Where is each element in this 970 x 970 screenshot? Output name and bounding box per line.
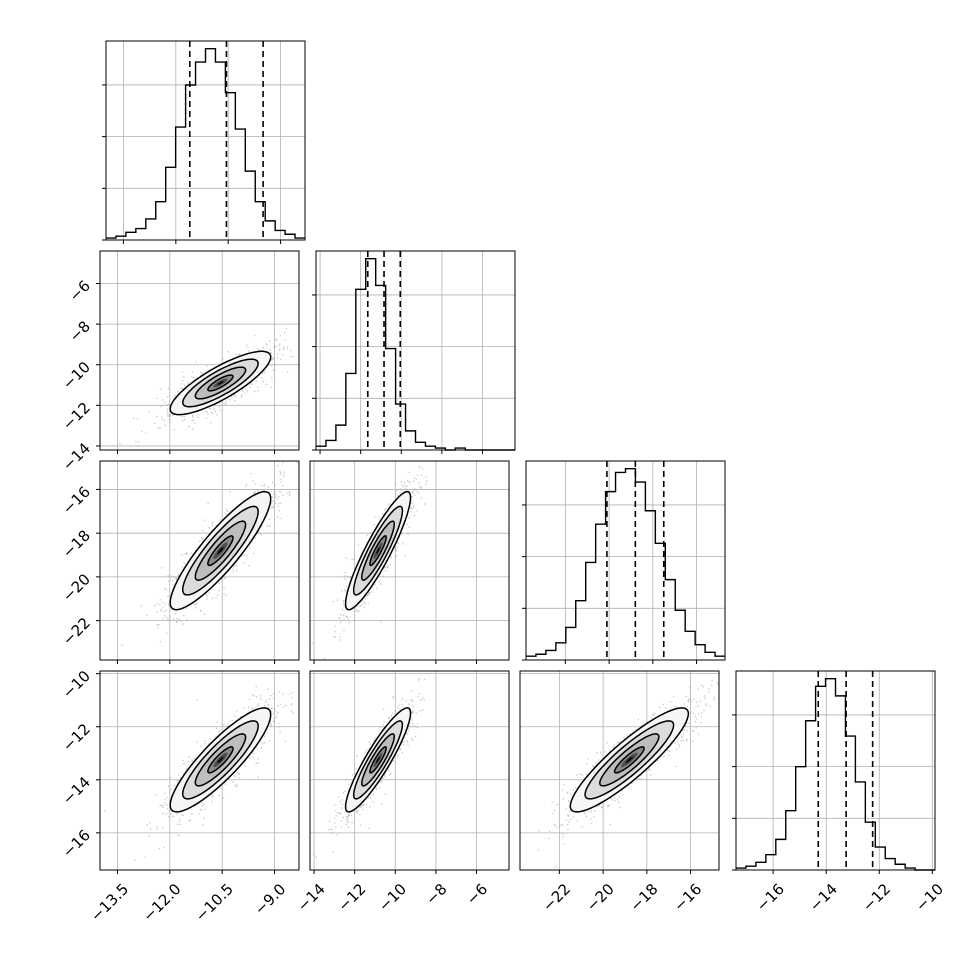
panel-content	[520, 671, 719, 870]
y-tick-label: −6	[66, 277, 94, 305]
y-tick-label: −16	[59, 826, 94, 861]
density-region	[217, 756, 224, 763]
y-tick-label: −18	[59, 526, 94, 561]
contour-line	[352, 505, 404, 596]
panel-frame	[309, 460, 510, 661]
y-tick-label: −16	[59, 483, 94, 518]
histogram-panel-2	[312, 250, 516, 454]
y-tick-label: −20	[59, 570, 94, 605]
scatter-panel-3-2	[309, 460, 510, 664]
contour-line	[194, 366, 247, 400]
histogram-line	[106, 47, 305, 239]
scatter-panel-4-1: −16 −14 −12 −10	[59, 667, 300, 874]
y-tick-label: −14	[59, 439, 94, 474]
contour-line	[207, 374, 234, 392]
scatter-panel-2-1: −14 −12 −10 −8 −6	[59, 250, 300, 474]
contour-line	[369, 535, 387, 567]
contour-line	[181, 505, 259, 596]
scatter-panel-3-1: −22 −20 −18 −16	[59, 460, 300, 664]
contour-line	[569, 707, 690, 813]
contour-line	[584, 720, 675, 800]
histogram-grid	[106, 41, 305, 240]
panel-frame	[519, 670, 720, 871]
x-tick-label: −12	[334, 880, 369, 915]
histogram-line	[316, 257, 515, 451]
panel-frame	[735, 670, 936, 871]
contour-line	[361, 733, 396, 787]
density-region	[217, 547, 224, 555]
panel-frame	[99, 460, 300, 661]
x-tick-label: −12	[859, 880, 894, 915]
x-tick-label: −10	[912, 880, 947, 915]
x-tick-label: −10.5	[192, 880, 237, 925]
contour-line	[613, 746, 645, 774]
scatter-panel-4-3	[519, 670, 720, 874]
scatter-panel-4-2	[309, 670, 510, 874]
y-tick-label: −12	[59, 720, 94, 755]
contour-line	[207, 535, 234, 567]
y-tick-label: −8	[66, 317, 94, 345]
panel-frame	[105, 40, 306, 241]
contour-line	[194, 733, 247, 787]
contour-line	[344, 490, 412, 611]
contour-line	[169, 350, 272, 416]
contour-line	[182, 358, 259, 408]
contour-line	[361, 520, 396, 581]
histogram-line	[526, 467, 725, 657]
x-tick-label: −16	[753, 880, 788, 915]
x-tick-label: −22	[539, 880, 574, 915]
x-tick-label: −20	[583, 880, 618, 915]
contour-line	[599, 733, 660, 787]
panel-frame	[99, 670, 300, 871]
contour-line	[207, 746, 234, 774]
histogram-grid	[736, 671, 935, 870]
x-tick-label: −6	[463, 880, 491, 908]
y-tick-label: −10	[59, 358, 94, 393]
histogram-panel-1	[102, 40, 306, 244]
x-tick-label: −16	[670, 880, 705, 915]
x-tick-label: −9.0	[251, 880, 289, 918]
panel-frame	[315, 250, 516, 451]
panel-content	[100, 671, 299, 870]
y-tick-label: −22	[59, 614, 94, 649]
y-tick-label: −12	[59, 399, 94, 434]
panel-frame	[525, 460, 726, 661]
x-tick-label: −13.5	[87, 880, 132, 925]
contour-line	[344, 707, 412, 813]
histogram-panel-3	[522, 460, 726, 664]
panel-content	[310, 671, 509, 870]
contour-line	[194, 520, 247, 581]
panel-frame	[309, 670, 510, 871]
x-tick-label: −14	[294, 880, 329, 915]
histogram-grid	[316, 251, 515, 450]
contour-line	[181, 720, 259, 800]
x-tick-label: −8	[422, 880, 450, 908]
x-tick-label: −18	[626, 880, 661, 915]
density-region	[376, 756, 380, 763]
histogram-panel-4	[732, 670, 936, 874]
histogram-grid	[526, 461, 725, 660]
y-tick-label: −10	[59, 667, 94, 702]
x-tick-label: −14	[806, 880, 841, 915]
panel-content	[100, 461, 299, 660]
x-tick-label: −12.0	[139, 880, 184, 925]
density-region	[625, 756, 633, 763]
panel-content	[100, 251, 299, 450]
contour-line	[352, 720, 404, 800]
contour-line	[369, 746, 387, 774]
y-tick-label: −14	[59, 773, 94, 808]
histogram-line	[736, 677, 935, 871]
contour-line	[169, 490, 272, 611]
density-region	[217, 381, 224, 385]
density-region	[376, 547, 380, 555]
x-tick-label: −10	[375, 880, 410, 915]
panel-frame	[99, 250, 300, 451]
contour-line	[169, 707, 272, 813]
panel-content	[310, 461, 509, 660]
